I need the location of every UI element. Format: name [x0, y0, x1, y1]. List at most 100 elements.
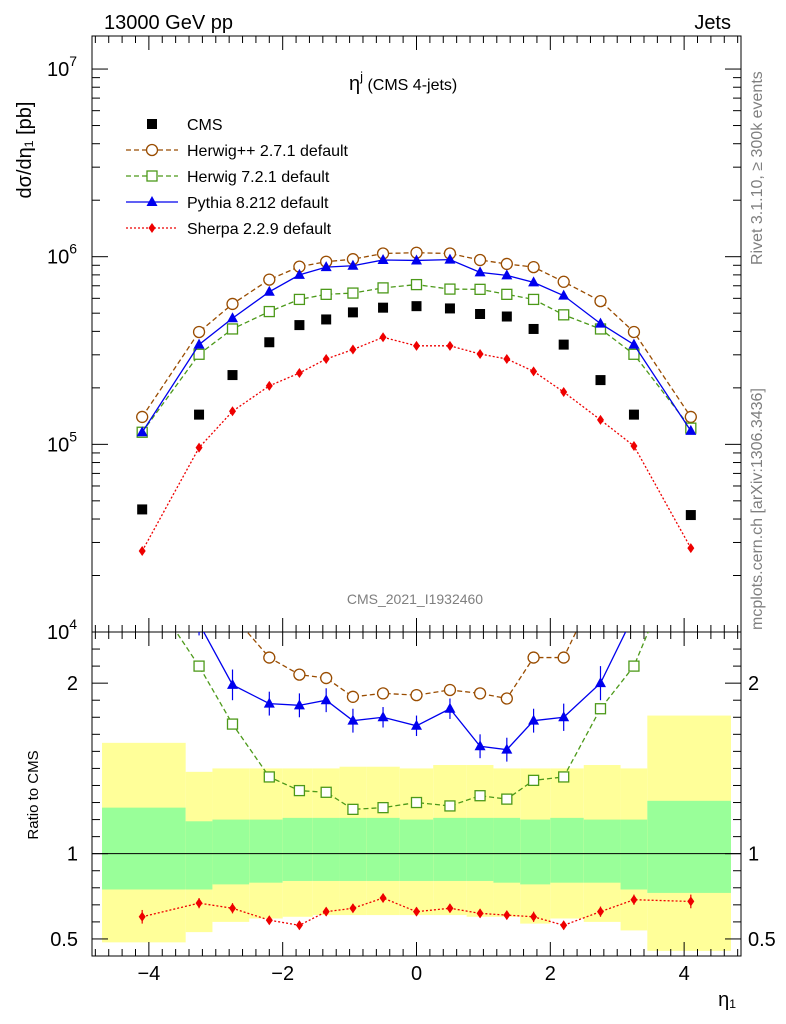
ratio-point-pythia-8-212-default	[227, 678, 239, 689]
ratio-point-sherpa-2-2-9-default	[138, 911, 146, 922]
point-pythia-8-212-default	[377, 254, 389, 265]
point-pythia-8-212-default	[347, 259, 359, 270]
point-sherpa-2-2-9-default	[503, 353, 511, 364]
ratio-point-pythia-8-212-default	[528, 714, 540, 725]
point-cms	[475, 309, 486, 320]
title-main: η	[349, 73, 360, 95]
point-sherpa-2-2-9-default	[349, 344, 357, 355]
point-cms	[194, 409, 205, 420]
point-cms	[321, 314, 332, 325]
point-herwig-2-7-1-default	[473, 253, 487, 267]
point-cms	[501, 311, 512, 322]
ratio-point-herwig-2-7-1-default	[263, 651, 276, 664]
point-pythia-8-212-default	[320, 261, 332, 272]
point-sherpa-2-2-9-default	[138, 546, 146, 557]
point-pythia-8-212-default	[501, 269, 513, 280]
point-herwig-7-2-1-default	[527, 293, 540, 306]
ratio-point-herwig-7-2-1-default	[137, 576, 147, 586]
point-sherpa-2-2-9-default	[630, 440, 638, 451]
point-herwig-7-2-1-default	[558, 309, 570, 321]
point-cms	[685, 510, 696, 521]
band-inner	[249, 819, 283, 883]
ratio-point-sherpa-2-2-9-default	[413, 906, 420, 917]
ratio-point-sherpa-2-2-9-default	[446, 903, 454, 914]
y-tick-label: 107	[47, 53, 77, 81]
ratio-point-herwig-2-7-1-default	[293, 668, 306, 681]
ratio-point-pythia-8-212-default	[474, 740, 486, 751]
legend-label-pythia-8-212-default: Pythia 8.212 default	[187, 195, 329, 212]
point-sherpa-2-2-9-default	[379, 332, 387, 343]
point-sherpa-2-2-9-default	[229, 406, 237, 417]
band-inner	[493, 817, 521, 883]
point-sherpa-2-2-9-default	[413, 340, 420, 351]
y-tick-label: 106	[47, 241, 77, 269]
y-tick-exponent: 4	[69, 616, 77, 632]
point-cms	[528, 323, 539, 334]
band-inner	[339, 817, 367, 881]
ratio-point-pythia-8-212-default	[137, 575, 148, 585]
ratio-point-sherpa-2-2-9-default	[560, 920, 568, 931]
ratio-tick-label-left: 1	[67, 844, 78, 866]
x-tick-label: −2	[271, 963, 294, 985]
ratio-tick-label-right: 0.5	[748, 929, 776, 951]
ratio-point-pythia-8-212-default	[194, 617, 205, 627]
ratio-point-herwig-2-7-1-default	[595, 575, 606, 586]
ratio-point-herwig-2-7-1-default	[473, 687, 487, 700]
ratio-point-sherpa-2-2-9-default	[195, 898, 203, 909]
ratio-line-sherpa-2-2-9-default	[142, 897, 691, 926]
point-cms	[558, 339, 569, 350]
ratio-point-pythia-8-212-default	[628, 609, 639, 619]
ratio-point-sherpa-2-2-9-default	[322, 906, 330, 917]
point-herwig-7-2-1-default	[226, 323, 239, 335]
point-pythia-8-212-default	[685, 424, 697, 435]
point-pythia-8-212-default	[528, 276, 540, 287]
band-inner	[550, 817, 584, 883]
ratio-point-herwig-2-7-1-default	[527, 651, 540, 664]
x-tick-label: 2	[545, 963, 556, 985]
legend-marker-herwig-7-2-1-default	[146, 170, 158, 182]
ratio-point-herwig-2-7-1-default	[557, 651, 570, 664]
point-pythia-8-212-default	[628, 338, 640, 349]
point-sherpa-2-2-9-default	[560, 387, 568, 398]
x-tick-label: 4	[679, 963, 690, 985]
point-herwig-2-7-1-default	[557, 275, 570, 288]
ratio-point-sherpa-2-2-9-default	[229, 903, 237, 914]
point-pythia-8-212-default	[293, 268, 305, 279]
line-sherpa-2-2-9-default	[141, 336, 692, 552]
legend-marker-cms	[147, 119, 157, 129]
legend-marker-herwig-2-7-1-default	[145, 143, 159, 157]
ratio-point-pythia-8-212-default	[594, 677, 606, 688]
legend-marker-sherpa-2-2-9-default	[148, 223, 156, 233]
ratio-point-pythia-8-212-default	[501, 743, 513, 754]
series-main	[136, 246, 697, 557]
point-herwig-2-7-1-default	[527, 260, 540, 274]
ratio-point-herwig-7-2-1-default	[293, 784, 306, 797]
point-herwig-7-2-1-default	[377, 282, 389, 294]
ratio-tick-label-right: 2	[748, 673, 759, 695]
ratio-point-sherpa-2-2-9-default	[503, 910, 511, 921]
band-inner	[520, 819, 551, 885]
ratio-point-herwig-2-7-1-default	[685, 456, 696, 467]
ratio-point-herwig-2-7-1-default	[346, 690, 360, 703]
band-inner	[583, 819, 621, 883]
ratio-point-herwig-7-2-1-default	[226, 718, 239, 730]
ratio-point-herwig-7-2-1-default	[377, 801, 389, 814]
band-inner	[212, 819, 250, 885]
ratio-point-herwig-7-2-1-default	[527, 774, 540, 787]
point-herwig-7-2-1-default	[501, 288, 513, 301]
ratio-point-sherpa-2-2-9-default	[476, 908, 484, 919]
ratio-point-herwig-2-7-1-default	[500, 692, 513, 705]
ratio-point-pythia-8-212-default	[558, 711, 570, 722]
ratio-point-sherpa-2-2-9-default	[265, 915, 273, 926]
point-pythia-8-212-default	[594, 317, 606, 328]
point-cms	[595, 375, 606, 386]
ratio-tick-label-right: 1	[748, 844, 759, 866]
point-herwig-7-2-1-default	[263, 305, 275, 318]
ratio-y-axis-label: Ratio to CMS	[25, 750, 42, 839]
ratio-tick-label-left: 2	[67, 673, 78, 695]
point-herwig-7-2-1-default	[193, 348, 205, 360]
point-cms	[628, 409, 639, 420]
point-herwig-2-7-1-default	[192, 325, 206, 339]
plot-title: ηj (CMS 4-jets)	[349, 69, 457, 95]
